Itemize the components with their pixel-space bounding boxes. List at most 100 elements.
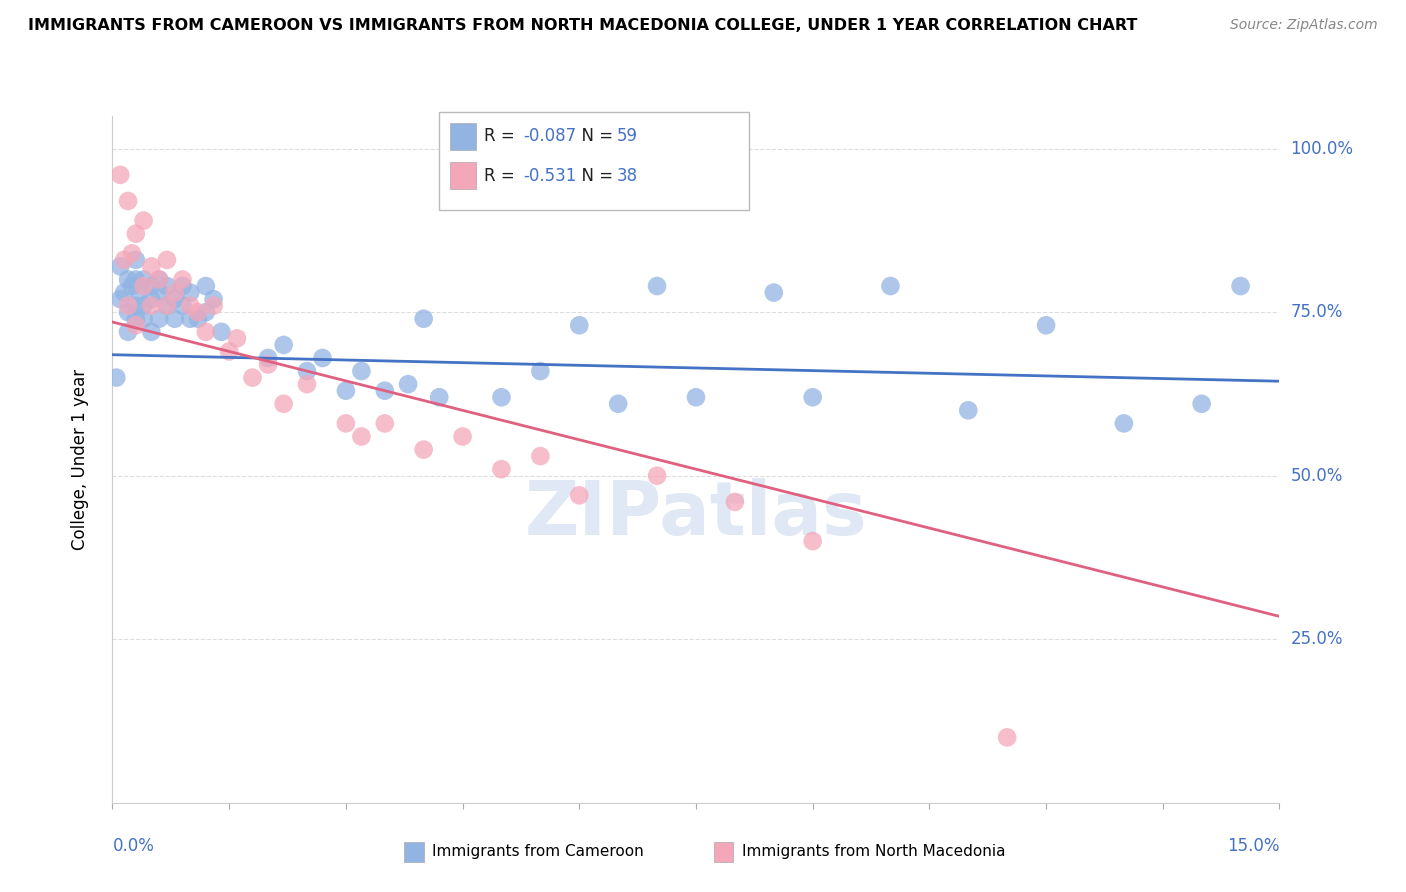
Point [132, 272, 155, 286]
Point [295, 364, 318, 378]
Point [125, 252, 148, 267]
Point [491, 390, 513, 404]
Point [172, 272, 194, 286]
Text: 59: 59 [616, 128, 637, 145]
Point [141, 292, 163, 306]
Point [110, 292, 132, 306]
Point [110, 260, 132, 274]
Text: IMMIGRANTS FROM CAMEROON VS IMMIGRANTS FROM NORTH MACEDONIA COLLEGE, UNDER 1 YEA: IMMIGRANTS FROM CAMEROON VS IMMIGRANTS F… [28, 18, 1137, 33]
Text: Source: ZipAtlas.com: Source: ZipAtlas.com [1230, 18, 1378, 32]
Point [194, 305, 217, 319]
Text: 15.0%: 15.0% [1227, 837, 1279, 855]
Point [374, 417, 396, 431]
Point [179, 311, 201, 326]
Point [412, 442, 434, 457]
Point [242, 370, 264, 384]
Point [295, 377, 318, 392]
Point [141, 325, 163, 339]
Point [1229, 279, 1251, 293]
Point [132, 299, 155, 313]
Point [148, 272, 170, 286]
Text: 0.0%: 0.0% [112, 837, 155, 855]
Point [121, 279, 143, 293]
Point [194, 325, 217, 339]
Point [132, 213, 155, 227]
Text: 75.0%: 75.0% [1291, 303, 1343, 321]
Point [172, 279, 194, 293]
Point [187, 305, 209, 319]
Point [1035, 318, 1057, 333]
Point [148, 311, 170, 326]
Point [163, 311, 186, 326]
Point [110, 168, 132, 182]
Point [529, 364, 551, 378]
Text: 50.0%: 50.0% [1291, 467, 1343, 484]
Text: 38: 38 [616, 167, 637, 185]
Point [117, 305, 139, 319]
Text: N =: N = [571, 167, 619, 185]
Text: N =: N = [571, 128, 619, 145]
Point [273, 338, 295, 352]
Text: 25.0%: 25.0% [1291, 631, 1343, 648]
Point [568, 318, 591, 333]
Point [350, 429, 373, 443]
Text: Immigrants from Cameroon: Immigrants from Cameroon [433, 845, 644, 859]
Point [172, 299, 194, 313]
Text: -0.087: -0.087 [523, 128, 576, 145]
Point [257, 358, 280, 372]
Point [105, 370, 128, 384]
Point [132, 279, 155, 293]
Point [163, 285, 186, 300]
Y-axis label: College, Under 1 year: College, Under 1 year [70, 368, 89, 550]
Point [645, 468, 668, 483]
Point [762, 285, 785, 300]
Point [179, 285, 201, 300]
Point [125, 311, 148, 326]
Point [451, 429, 474, 443]
Text: 100.0%: 100.0% [1291, 140, 1354, 158]
Point [724, 495, 747, 509]
Point [156, 299, 179, 313]
Point [995, 731, 1018, 745]
Point [163, 292, 186, 306]
Point [607, 397, 630, 411]
Point [645, 279, 668, 293]
Point [957, 403, 980, 417]
Point [156, 299, 179, 313]
Point [311, 351, 333, 365]
Point [128, 285, 150, 300]
Point [568, 488, 591, 502]
Point [273, 397, 295, 411]
Point [427, 390, 450, 404]
Text: R =: R = [484, 128, 520, 145]
Point [141, 279, 163, 293]
Text: -0.531: -0.531 [523, 167, 576, 185]
Point [141, 299, 163, 313]
Text: R =: R = [484, 167, 520, 185]
Point [685, 390, 707, 404]
Point [529, 449, 551, 463]
Text: Immigrants from North Macedonia: Immigrants from North Macedonia [742, 845, 1005, 859]
Point [194, 279, 217, 293]
Point [179, 299, 201, 313]
Point [125, 318, 148, 333]
Point [125, 227, 148, 241]
Point [1191, 397, 1213, 411]
Point [148, 272, 170, 286]
Point [801, 390, 824, 404]
Point [156, 252, 179, 267]
Point [202, 292, 225, 306]
Text: ZIPatlas: ZIPatlas [524, 478, 868, 551]
Point [226, 331, 249, 345]
Point [112, 252, 135, 267]
Point [218, 344, 240, 359]
Point [117, 272, 139, 286]
Point [148, 285, 170, 300]
Point [412, 311, 434, 326]
Point [1112, 417, 1135, 431]
Point [117, 194, 139, 208]
Point [879, 279, 901, 293]
Point [257, 351, 280, 365]
Point [209, 325, 232, 339]
Point [335, 384, 357, 398]
